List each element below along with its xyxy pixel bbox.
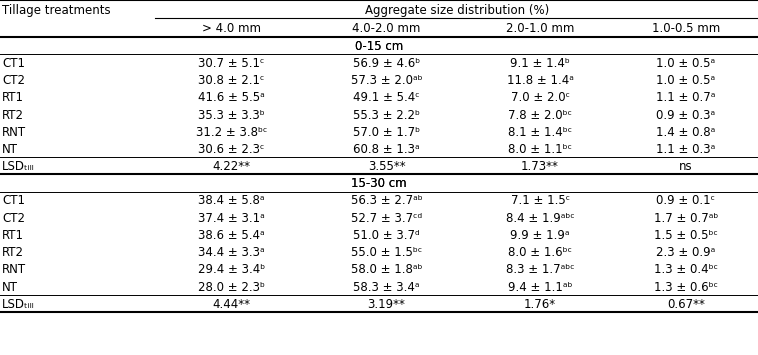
Text: 7.1 ± 1.5ᶜ: 7.1 ± 1.5ᶜ [510,195,570,207]
Text: 41.6 ± 5.5ᵃ: 41.6 ± 5.5ᵃ [198,91,265,104]
Text: 60.8 ± 1.3ᵃ: 60.8 ± 1.3ᵃ [353,143,420,156]
Text: 31.2 ± 3.8ᵇᶜ: 31.2 ± 3.8ᵇᶜ [196,126,267,139]
Text: 4.44**: 4.44** [212,298,250,311]
Text: 8.0 ± 1.6ᵇᶜ: 8.0 ± 1.6ᵇᶜ [508,246,572,259]
Text: 15-30 cm: 15-30 cm [351,178,407,190]
Text: 38.4 ± 5.8ᵃ: 38.4 ± 5.8ᵃ [198,195,265,207]
Text: NT: NT [2,280,18,294]
Text: 0.67**: 0.67** [667,298,705,311]
Text: 35.3 ± 3.3ᵇ: 35.3 ± 3.3ᵇ [198,109,265,121]
Text: 1.1 ± 0.7ᵃ: 1.1 ± 0.7ᵃ [656,91,716,104]
Text: 1.0 ± 0.5ᵃ: 1.0 ± 0.5ᵃ [656,74,716,87]
Text: 1.1 ± 0.3ᵃ: 1.1 ± 0.3ᵃ [656,143,716,156]
Text: 0.9 ± 0.1ᶜ: 0.9 ± 0.1ᶜ [656,195,716,207]
Text: Tillage treatments: Tillage treatments [2,4,111,17]
Text: 55.0 ± 1.5ᵇᶜ: 55.0 ± 1.5ᵇᶜ [351,246,422,259]
Text: CT2: CT2 [2,212,25,225]
Text: 8.4 ± 1.9ᵃᵇᶜ: 8.4 ± 1.9ᵃᵇᶜ [506,212,575,225]
Text: NT: NT [2,143,18,156]
Text: 1.76*: 1.76* [524,298,556,311]
Text: 52.7 ± 3.7ᶜᵈ: 52.7 ± 3.7ᶜᵈ [351,212,422,225]
Text: 1.7 ± 0.7ᵃᵇ: 1.7 ± 0.7ᵃᵇ [654,212,718,225]
Text: 4.22**: 4.22** [212,160,250,173]
Text: 0-15 cm: 0-15 cm [355,40,403,53]
Text: 8.3 ± 1.7ᵃᵇᶜ: 8.3 ± 1.7ᵃᵇᶜ [506,263,575,276]
Text: 1.0-0.5 mm: 1.0-0.5 mm [652,22,720,34]
Text: 7.0 ± 2.0ᶜ: 7.0 ± 2.0ᶜ [511,91,569,104]
Text: LSDₜᵢₗₗ: LSDₜᵢₗₗ [2,160,35,173]
Text: LSDₜᵢₗₗ: LSDₜᵢₗₗ [2,298,35,311]
Text: 37.4 ± 3.1ᵃ: 37.4 ± 3.1ᵃ [198,212,265,225]
Text: 1.5 ± 0.5ᵇᶜ: 1.5 ± 0.5ᵇᶜ [654,229,718,242]
Text: 3.19**: 3.19** [368,298,406,311]
Text: 1.0 ± 0.5ᵃ: 1.0 ± 0.5ᵃ [656,57,716,70]
Text: 38.6 ± 5.4ᵃ: 38.6 ± 5.4ᵃ [198,229,265,242]
Text: 55.3 ± 2.2ᵇ: 55.3 ± 2.2ᵇ [353,109,420,121]
Text: ns: ns [679,160,693,173]
Text: 8.0 ± 1.1ᵇᶜ: 8.0 ± 1.1ᵇᶜ [508,143,572,156]
Text: 0.9 ± 0.3ᵃ: 0.9 ± 0.3ᵃ [656,109,716,121]
Text: CT2: CT2 [2,74,25,87]
Text: RNT: RNT [2,263,27,276]
Text: RT2: RT2 [2,246,24,259]
Text: RT1: RT1 [2,91,24,104]
Text: 1.4 ± 0.8ᵃ: 1.4 ± 0.8ᵃ [656,126,716,139]
Text: 58.0 ± 1.8ᵃᵇ: 58.0 ± 1.8ᵃᵇ [351,263,422,276]
Text: 1.3 ± 0.4ᵇᶜ: 1.3 ± 0.4ᵇᶜ [654,263,718,276]
Text: 9.9 ± 1.9ᵃ: 9.9 ± 1.9ᵃ [510,229,570,242]
Text: 56.9 ± 4.6ᵇ: 56.9 ± 4.6ᵇ [353,57,420,70]
Text: 30.8 ± 2.1ᶜ: 30.8 ± 2.1ᶜ [198,74,265,87]
Text: 3.55**: 3.55** [368,160,406,173]
Text: RT1: RT1 [2,229,24,242]
Text: 28.0 ± 2.3ᵇ: 28.0 ± 2.3ᵇ [198,280,265,294]
Text: 1.3 ± 0.6ᵇᶜ: 1.3 ± 0.6ᵇᶜ [654,280,718,294]
Text: 57.3 ± 2.0ᵃᵇ: 57.3 ± 2.0ᵃᵇ [351,74,422,87]
Text: 4.0-2.0 mm: 4.0-2.0 mm [352,22,421,34]
Text: 51.0 ± 3.7ᵈ: 51.0 ± 3.7ᵈ [353,229,420,242]
Text: 1.73**: 1.73** [522,160,559,173]
Text: 2.0-1.0 mm: 2.0-1.0 mm [506,22,575,34]
Text: 8.1 ± 1.4ᵇᶜ: 8.1 ± 1.4ᵇᶜ [508,126,572,139]
Text: 15-30 cm: 15-30 cm [351,178,407,190]
Text: 30.7 ± 5.1ᶜ: 30.7 ± 5.1ᶜ [198,57,265,70]
Text: CT1: CT1 [2,57,25,70]
Text: 58.3 ± 3.4ᵃ: 58.3 ± 3.4ᵃ [353,280,420,294]
Text: 9.1 ± 1.4ᵇ: 9.1 ± 1.4ᵇ [510,57,570,70]
Text: 7.8 ± 2.0ᵇᶜ: 7.8 ± 2.0ᵇᶜ [508,109,572,121]
Text: 11.8 ± 1.4ᵃ: 11.8 ± 1.4ᵃ [506,74,574,87]
Text: 9.4 ± 1.1ᵃᵇ: 9.4 ± 1.1ᵃᵇ [508,280,572,294]
Text: 30.6 ± 2.3ᶜ: 30.6 ± 2.3ᶜ [198,143,265,156]
Text: RNT: RNT [2,126,27,139]
Text: Aggregate size distribution (%): Aggregate size distribution (%) [365,4,549,17]
Text: RT2: RT2 [2,109,24,121]
Text: CT1: CT1 [2,195,25,207]
Text: 57.0 ± 1.7ᵇ: 57.0 ± 1.7ᵇ [353,126,420,139]
Text: 0-15 cm: 0-15 cm [355,40,403,53]
Text: > 4.0 mm: > 4.0 mm [202,22,261,34]
Text: 34.4 ± 3.3ᵃ: 34.4 ± 3.3ᵃ [198,246,265,259]
Text: 56.3 ± 2.7ᵃᵇ: 56.3 ± 2.7ᵃᵇ [351,195,422,207]
Text: 49.1 ± 5.4ᶜ: 49.1 ± 5.4ᶜ [353,91,420,104]
Text: 2.3 ± 0.9ᵃ: 2.3 ± 0.9ᵃ [656,246,716,259]
Text: 29.4 ± 3.4ᵇ: 29.4 ± 3.4ᵇ [198,263,265,276]
